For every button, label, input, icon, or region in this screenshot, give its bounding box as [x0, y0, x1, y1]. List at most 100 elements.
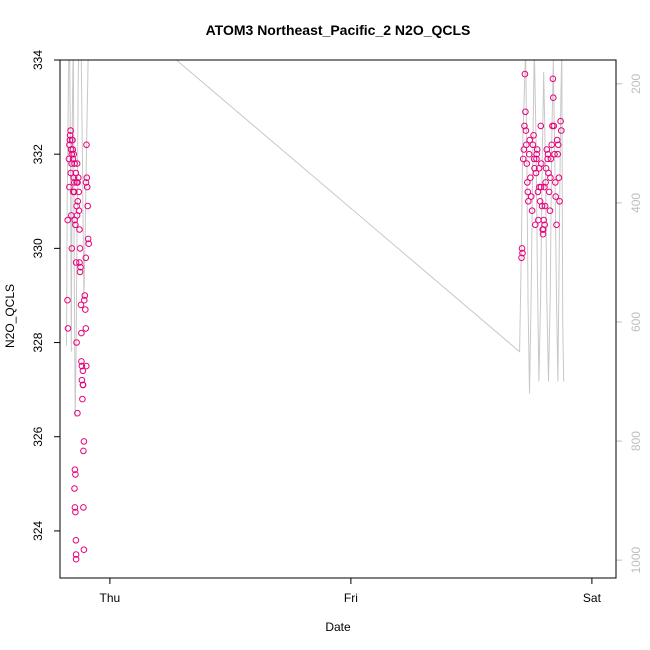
data-point: [66, 136, 74, 144]
data-point: [69, 136, 76, 144]
data-point: [73, 179, 80, 186]
data-point: [74, 409, 81, 417]
data-point: [66, 183, 73, 191]
data-point: [533, 146, 541, 153]
data-point: [537, 122, 545, 130]
data-point: [529, 141, 537, 149]
data-point: [521, 122, 528, 130]
altitude-line: [66, 60, 565, 418]
data-point: [558, 127, 565, 134]
data-point: [521, 70, 529, 78]
y-tick-label: 332: [31, 144, 45, 164]
data-point: [533, 150, 541, 158]
data-point: [530, 132, 537, 139]
data-point: [537, 183, 545, 191]
data-point: [547, 155, 555, 163]
data-point: [528, 207, 536, 214]
data-point: [64, 216, 71, 224]
y-tick-label: 334: [31, 50, 45, 70]
data-point: [72, 259, 80, 266]
data-point: [518, 254, 525, 262]
data-point: [76, 245, 84, 252]
data-point: [73, 339, 80, 346]
right-axis: 200 400 600 800 1000: [616, 73, 643, 573]
data-point: [523, 160, 531, 167]
data-point: [78, 358, 85, 365]
data-point: [71, 504, 79, 511]
data-point: [82, 306, 89, 313]
right-tick-label: 200: [629, 73, 643, 93]
y-axis-label: N2O_QCLS: [3, 284, 17, 348]
data-point: [83, 174, 91, 181]
data-point: [82, 325, 90, 332]
data-point: [67, 127, 74, 134]
data-point: [524, 188, 532, 196]
data-point: [64, 325, 72, 332]
data-point: [542, 179, 549, 186]
data-point: [550, 94, 557, 101]
data-point: [78, 376, 86, 384]
data-point: [554, 150, 562, 158]
x-axis-label: Date: [325, 620, 351, 634]
data-point: [545, 188, 553, 196]
data-point: [83, 141, 90, 149]
data-point: [77, 301, 85, 309]
y-tick-label: 324: [31, 521, 45, 541]
data-point: [84, 202, 91, 210]
data-point: [549, 75, 557, 83]
data-point: [79, 381, 87, 389]
data-point: [79, 395, 86, 403]
right-tick-label: 800: [629, 431, 643, 451]
data-point: [532, 169, 540, 177]
data-point: [541, 202, 549, 210]
data-point: [64, 296, 71, 304]
data-point: [531, 165, 538, 172]
data-point: [72, 471, 79, 478]
data-point: [73, 160, 81, 167]
data-point: [82, 254, 90, 262]
data-point: [79, 367, 87, 375]
x-tick-label: Fri: [344, 591, 358, 605]
data-point: [68, 212, 75, 219]
data-point: [541, 183, 548, 191]
data-point: [556, 198, 563, 205]
x-axis: Thu Fri Sat: [100, 578, 602, 605]
data-point: [74, 198, 82, 205]
data-point: [557, 117, 564, 125]
data-point: [85, 240, 92, 247]
point-layer: [64, 70, 565, 563]
data-point: [76, 268, 84, 276]
data-point: [77, 263, 84, 271]
data-point: [535, 165, 543, 172]
data-point: [83, 183, 91, 191]
right-tick-label: 1000: [629, 546, 643, 573]
data-point: [75, 188, 83, 196]
data-point: [546, 207, 554, 214]
data-point: [69, 146, 77, 153]
data-point: [72, 508, 79, 516]
y-tick-label: 328: [31, 332, 45, 352]
data-point: [70, 150, 77, 158]
data-point: [547, 174, 554, 181]
data-point: [532, 221, 539, 229]
data-point: [519, 155, 527, 163]
data-point: [80, 438, 88, 445]
left-axis: 324 326 328 330 332 334: [31, 50, 60, 541]
data-point: [81, 292, 89, 299]
right-tick-label: 400: [629, 193, 643, 213]
data-point: [553, 221, 560, 229]
data-point: [527, 193, 535, 200]
data-point: [71, 485, 78, 492]
data-point: [544, 155, 551, 163]
data-point: [548, 141, 556, 149]
data-point: [71, 466, 79, 474]
data-point: [76, 259, 83, 266]
plot-frame: [59, 59, 617, 579]
data-point: [553, 136, 561, 144]
data-point: [539, 226, 547, 233]
data-point: [550, 122, 558, 130]
data-point: [72, 551, 80, 558]
data-point: [80, 504, 87, 511]
data-point: [543, 146, 551, 153]
